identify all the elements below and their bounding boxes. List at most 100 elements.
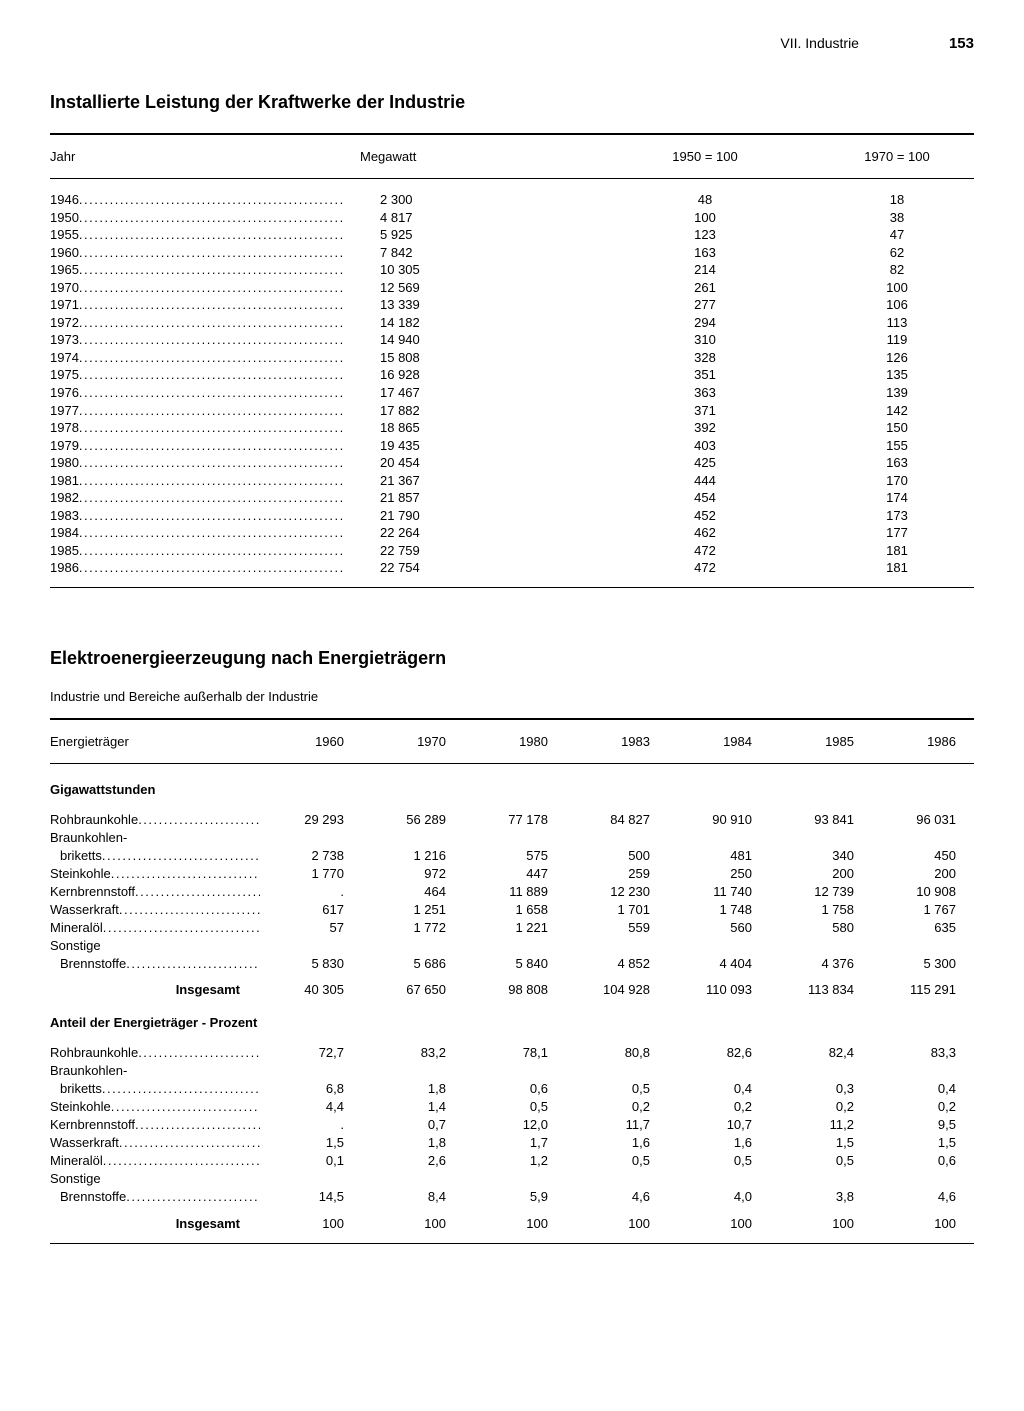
table-row: 1974 ...................................…: [50, 349, 974, 367]
value-cell: 2,6: [362, 1152, 464, 1170]
value-cell: 259: [566, 865, 668, 883]
index1970-cell: 170: [820, 472, 974, 490]
leader-dots: ........................................…: [138, 811, 260, 829]
value-cell: 0,5: [668, 1152, 770, 1170]
table-row: Braunkohlen-: [50, 1062, 974, 1080]
value-cell: 0,3: [770, 1080, 872, 1098]
year-cell: 1965 ...................................…: [50, 261, 360, 279]
value-cell: 1 758: [770, 901, 872, 919]
table-row: Rohbraunkohle ..........................…: [50, 1044, 974, 1062]
value-cell: [668, 1062, 770, 1080]
year-label: 1982: [50, 489, 79, 507]
index1950-cell: 444: [590, 472, 820, 490]
table1-bottom-rule: [50, 587, 974, 588]
year-label: 1960: [50, 244, 79, 262]
table1-header-row: Jahr Megawatt 1950 = 100 1970 = 100: [50, 149, 974, 179]
label-cell: Sonstige: [50, 937, 260, 955]
value-cell: 1 216: [362, 847, 464, 865]
value-cell: [260, 1062, 362, 1080]
table2-sectionB-total: Insgesamt 100 100 100 100 100 100 100: [50, 1216, 974, 1231]
value-cell: 1,6: [566, 1134, 668, 1152]
leader-dots: ........................................…: [79, 507, 360, 525]
index1970-cell: 174: [820, 489, 974, 507]
value-cell: 0,2: [770, 1098, 872, 1116]
index1950-cell: 472: [590, 559, 820, 577]
table-row: Sonstige: [50, 1170, 974, 1188]
value-cell: 0,4: [668, 1080, 770, 1098]
row-label: Braunkohlen-: [50, 1062, 127, 1080]
section-label: VII. Industrie: [780, 35, 859, 51]
value-cell: 0,7: [362, 1116, 464, 1134]
index1970-cell: 177: [820, 524, 974, 542]
megawatt-cell: 22 759: [360, 542, 590, 560]
label-cell: Brennstoffe ............................…: [50, 1188, 260, 1206]
value-cell: 10 908: [872, 883, 974, 901]
table-row: Brennstoffe ............................…: [50, 1188, 974, 1206]
index1950-cell: 163: [590, 244, 820, 262]
year-label: 1984: [50, 524, 79, 542]
year-cell: 1982 ...................................…: [50, 489, 360, 507]
value-cell: [668, 829, 770, 847]
index1970-cell: 100: [820, 279, 974, 297]
total-cell: 100: [362, 1216, 464, 1231]
value-cell: 447: [464, 865, 566, 883]
value-cell: [770, 937, 872, 955]
table-row: 1979 ...................................…: [50, 437, 974, 455]
table-row: 1985 ...................................…: [50, 542, 974, 560]
value-cell: 5 830: [260, 955, 362, 973]
value-cell: 83,2: [362, 1044, 464, 1062]
value-cell: 5 300: [872, 955, 974, 973]
value-cell: [464, 937, 566, 955]
value-cell: 1,6: [668, 1134, 770, 1152]
table1-title: Installierte Leistung der Kraftwerke der…: [50, 92, 974, 113]
table2-bottom-rule: [50, 1243, 974, 1244]
leader-dots: ........................................…: [79, 261, 360, 279]
leader-dots: ........................................…: [79, 226, 360, 244]
value-cell: 450: [872, 847, 974, 865]
year-cell: 1970 ...................................…: [50, 279, 360, 297]
index1970-cell: 113: [820, 314, 974, 332]
value-cell: 12,0: [464, 1116, 566, 1134]
value-cell: 250: [668, 865, 770, 883]
value-cell: 0,6: [872, 1152, 974, 1170]
year-label: 1974: [50, 349, 79, 367]
year-label: 1946: [50, 191, 79, 209]
value-cell: 29 293: [260, 811, 362, 829]
value-cell: [260, 937, 362, 955]
value-cell: 3,8: [770, 1188, 872, 1206]
year-cell: 1973 ...................................…: [50, 331, 360, 349]
year-cell: 1984 ...................................…: [50, 524, 360, 542]
section-head-prozent: Anteil der Energieträger - Prozent: [50, 1015, 974, 1030]
value-cell: 56 289: [362, 811, 464, 829]
value-cell: .: [260, 1116, 362, 1134]
row-label: Sonstige: [50, 937, 101, 955]
index1950-cell: 261: [590, 279, 820, 297]
value-cell: 0,5: [770, 1152, 872, 1170]
row-label: briketts: [50, 1080, 102, 1098]
value-cell: 11,7: [566, 1116, 668, 1134]
year-cell: 1950 ...................................…: [50, 209, 360, 227]
page-header: VII. Industrie 153: [50, 35, 974, 52]
leader-dots: ........................................…: [138, 1044, 260, 1062]
label-cell: Rohbraunkohle ..........................…: [50, 811, 260, 829]
table-row: 1971 ...................................…: [50, 296, 974, 314]
index1950-cell: 403: [590, 437, 820, 455]
value-cell: 10,7: [668, 1116, 770, 1134]
value-cell: 77 178: [464, 811, 566, 829]
leader-dots: ........................................…: [79, 542, 360, 560]
year-label: 1976: [50, 384, 79, 402]
value-cell: [464, 1062, 566, 1080]
megawatt-cell: 21 790: [360, 507, 590, 525]
value-cell: 972: [362, 865, 464, 883]
leader-dots: ........................................…: [79, 559, 360, 577]
index1950-cell: 363: [590, 384, 820, 402]
row-label: Steinkohle: [50, 865, 111, 883]
leader-dots: ........................................…: [79, 384, 360, 402]
leader-dots: ........................................…: [126, 955, 260, 973]
value-cell: 1 772: [362, 919, 464, 937]
year-cell: 1978 ...................................…: [50, 419, 360, 437]
col-header-1960: 1960: [260, 734, 362, 749]
value-cell: 1 701: [566, 901, 668, 919]
table-row: 1983 ...................................…: [50, 507, 974, 525]
megawatt-cell: 14 940: [360, 331, 590, 349]
